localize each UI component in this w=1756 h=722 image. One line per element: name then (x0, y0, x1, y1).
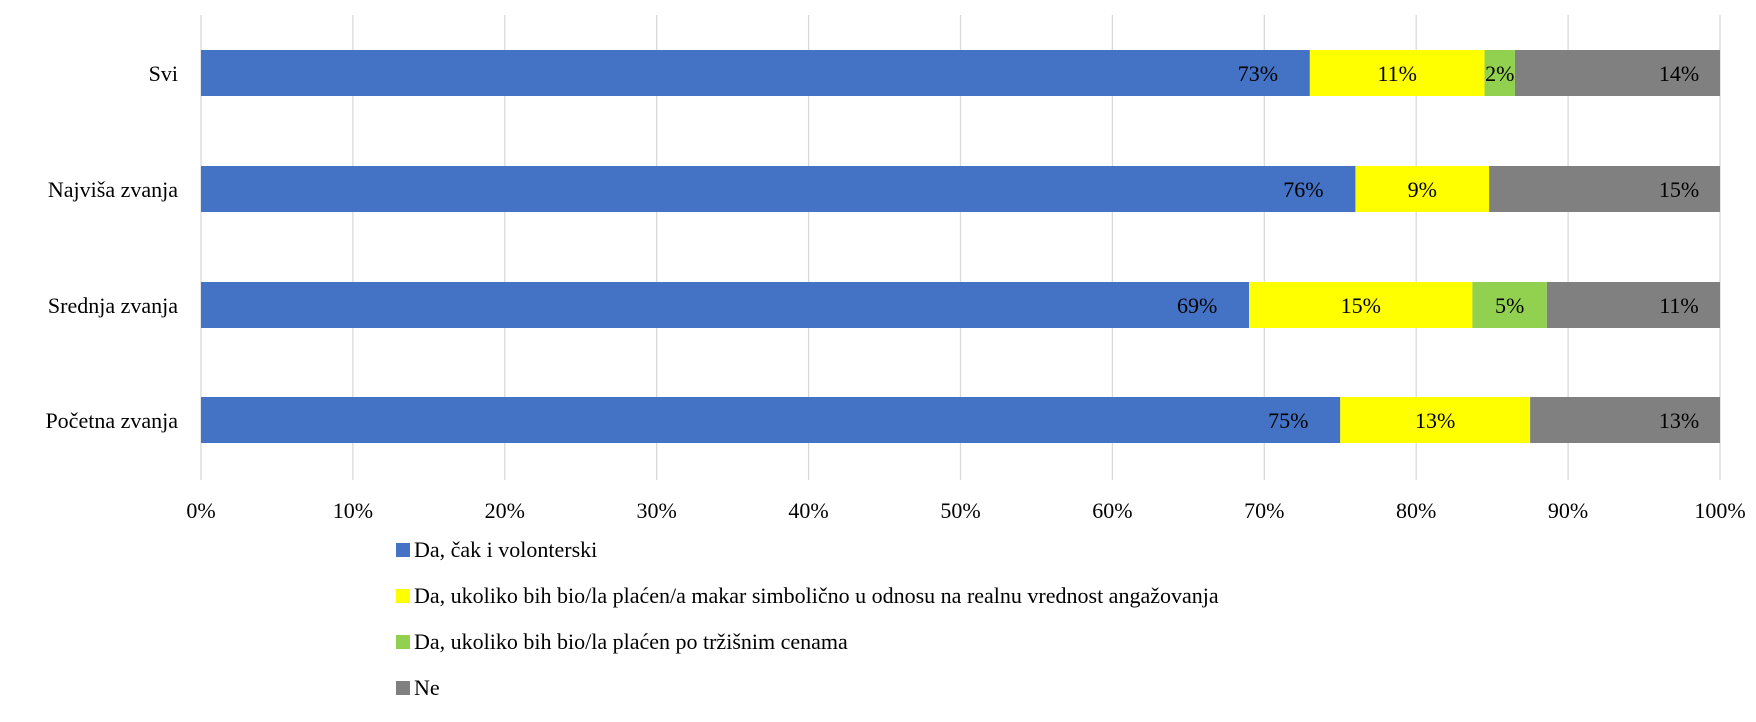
legend-item: Da, ukoliko bih bio/la plaćen po tržišni… (396, 629, 1219, 654)
bar-segment (1484, 50, 1515, 96)
bar-segment (1309, 50, 1485, 96)
data-label: 15% (1659, 177, 1699, 202)
data-label: 75% (1268, 408, 1308, 433)
data-label: 11% (1659, 293, 1699, 318)
chart-legend: Da, čak i volonterski Da, ukoliko bih bio… (396, 537, 1219, 722)
bar-segment (1546, 282, 1720, 328)
data-label: 14% (1659, 61, 1699, 86)
legend-label: Ne (414, 675, 440, 700)
bar-segment (1340, 397, 1531, 443)
category-label: Najviša zvanja (48, 177, 178, 202)
x-tick-label: 0% (186, 498, 215, 523)
category-label: Srednja zvanja (48, 293, 178, 318)
legend-item: Ne (396, 675, 1219, 700)
bar-segment (1514, 50, 1720, 96)
bar-segment (1249, 282, 1473, 328)
legend-label: Da, ukoliko bih bio/la plaćen po tržišni… (414, 629, 848, 654)
x-tick-label: 90% (1548, 498, 1588, 523)
x-tick-label: 70% (1244, 498, 1284, 523)
bar-segment (201, 50, 1310, 96)
legend-swatch (396, 635, 410, 649)
data-label: 5% (1495, 293, 1524, 318)
legend-label: Da, čak i volonterski (414, 537, 598, 562)
bar-segment (1530, 397, 1720, 443)
x-tick-label: 30% (637, 498, 677, 523)
legend-swatch (396, 681, 410, 695)
bar-segment (1472, 282, 1547, 328)
legend-swatch (396, 589, 410, 603)
bar-segment (201, 166, 1356, 212)
x-tick-label: 20% (485, 498, 525, 523)
x-tick-label: 10% (333, 498, 373, 523)
x-tick-label: 60% (1092, 498, 1132, 523)
data-label: 13% (1415, 408, 1455, 433)
data-label: 13% (1659, 408, 1699, 433)
data-label: 76% (1283, 177, 1323, 202)
x-tick-label: 100% (1694, 498, 1745, 523)
x-tick-label: 50% (940, 498, 980, 523)
data-label: 15% (1341, 293, 1381, 318)
bar-segment (201, 282, 1250, 328)
bar-segment (201, 397, 1341, 443)
x-tick-label: 80% (1396, 498, 1436, 523)
data-label: 73% (1238, 61, 1278, 86)
category-label: Početna zvanja (45, 408, 178, 433)
category-label: Svi (149, 61, 178, 86)
data-label: 69% (1177, 293, 1217, 318)
data-label: 2% (1485, 61, 1514, 86)
legend-swatch (396, 543, 410, 557)
legend-label: Da, ukoliko bih bio/la plaćen/a makar si… (414, 583, 1219, 608)
data-label: 11% (1377, 61, 1417, 86)
x-tick-label: 40% (788, 498, 828, 523)
bar-segment (1355, 166, 1490, 212)
legend-item: Da, čak i volonterski (396, 537, 1219, 562)
legend-item: Da, ukoliko bih bio/la plaćen/a makar si… (396, 583, 1219, 608)
bar-segment (1489, 166, 1720, 212)
data-label: 9% (1408, 177, 1437, 202)
